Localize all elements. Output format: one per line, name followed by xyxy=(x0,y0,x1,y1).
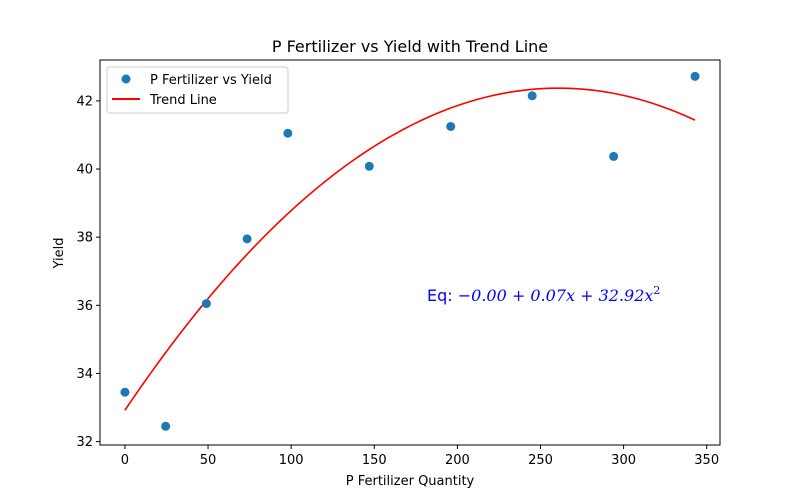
scatter-point xyxy=(120,387,130,397)
x-tick-label: 300 xyxy=(611,453,636,468)
chart-title: P Fertilizer vs Yield with Trend Line xyxy=(272,37,548,56)
x-tick-label: 100 xyxy=(279,453,304,468)
x-tick-label: 350 xyxy=(694,453,719,468)
equation-exponent: 2 xyxy=(653,284,660,297)
scatter-point xyxy=(242,234,252,244)
legend: P Fertilizer vs Yield Trend Line xyxy=(106,66,289,114)
scatter-point xyxy=(161,421,171,431)
equation-annotation: Eq: −0.00 + 0.07x + 32.92x2 xyxy=(427,284,660,305)
legend-label-scatter: P Fertilizer vs Yield xyxy=(150,73,272,88)
y-tick-label: 42 xyxy=(76,94,93,109)
x-axis: 0 50 100 150 200 250 300 350 xyxy=(121,445,719,468)
x-tick-label: 50 xyxy=(200,453,217,468)
x-tick-label: 150 xyxy=(362,453,387,468)
y-tick-label: 38 xyxy=(76,231,93,246)
scatter-point xyxy=(364,161,374,171)
scatter-point xyxy=(690,71,700,81)
x-tick-label: 200 xyxy=(445,453,470,468)
x-axis-title: P Fertilizer Quantity xyxy=(346,474,475,489)
scatter-point xyxy=(283,128,293,138)
y-tick-label: 32 xyxy=(76,435,93,450)
x-tick-label: 250 xyxy=(528,453,553,468)
equation-prefix: Eq: xyxy=(427,286,458,305)
y-axis-title: Yield xyxy=(52,238,67,270)
plot-area xyxy=(99,59,721,446)
scatter-point xyxy=(201,299,211,309)
trend-line xyxy=(124,87,696,411)
y-tick-label: 34 xyxy=(76,367,93,382)
x-tick-label: 0 xyxy=(121,453,129,468)
legend-marker-scatter xyxy=(121,74,131,84)
y-axis: 32 34 36 38 40 42 xyxy=(76,94,100,450)
scatter-point xyxy=(527,91,537,101)
legend-box xyxy=(106,66,289,114)
scatter-point xyxy=(446,121,456,131)
legend-label-line: Trend Line xyxy=(149,93,217,108)
y-tick-label: 36 xyxy=(76,299,93,314)
trend-line-layer xyxy=(124,87,696,411)
equation-formula: −0.00 + 0.07x + 32.92x xyxy=(458,286,654,305)
y-tick-label: 40 xyxy=(76,163,93,178)
scatter-points-layer xyxy=(120,71,700,431)
scatter-point xyxy=(609,151,619,161)
